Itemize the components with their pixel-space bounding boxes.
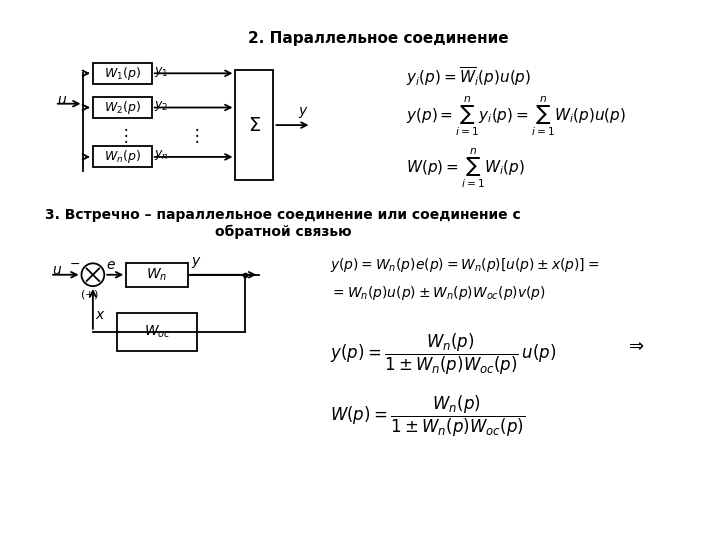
Text: $x$: $x$ xyxy=(95,308,105,322)
Bar xyxy=(235,70,274,180)
Text: $W_{oc}$: $W_{oc}$ xyxy=(143,323,171,340)
Text: $W_2(p)$: $W_2(p)$ xyxy=(104,99,141,116)
Text: $W(p) = \dfrac{W_n(p)}{1 \pm W_n(p)W_{oc}(p)}$: $W(p) = \dfrac{W_n(p)}{1 \pm W_n(p)W_{oc… xyxy=(330,394,526,438)
Text: $\vdots$: $\vdots$ xyxy=(188,126,199,145)
Text: $u$: $u$ xyxy=(57,92,67,106)
Text: $\vdots$: $\vdots$ xyxy=(117,126,128,145)
Text: $y(p) = \sum_{i=1}^{n} y_i(p) = \sum_{i=1}^{n} W_i(p)u(p)$: $y(p) = \sum_{i=1}^{n} y_i(p) = \sum_{i=… xyxy=(407,94,626,138)
Text: $u$: $u$ xyxy=(52,262,62,276)
Text: $y(p) = \dfrac{W_n(p)}{1 \pm W_n(p)W_{oc}(p)}\,u(p)$: $y(p) = \dfrac{W_n(p)}{1 \pm W_n(p)W_{oc… xyxy=(330,332,557,377)
Bar xyxy=(93,63,152,84)
Text: $y$: $y$ xyxy=(191,255,202,270)
Text: 2. Параллельное соединение: 2. Параллельное соединение xyxy=(248,31,508,45)
Text: $W_n(p)$: $W_n(p)$ xyxy=(104,148,141,165)
Bar xyxy=(126,263,188,287)
Bar xyxy=(117,313,197,351)
Text: $y_1$: $y_1$ xyxy=(153,65,168,79)
Text: $y_i(p) = \overline{W}_i(p)u(p)$: $y_i(p) = \overline{W}_i(p)u(p)$ xyxy=(407,66,531,89)
Text: $= W_n(p)u(p) \pm W_n(p)W_{oc}(p)v(p)$: $= W_n(p)u(p) \pm W_n(p)W_{oc}(p)v(p)$ xyxy=(330,284,546,302)
Text: $W(p) = \sum_{i=1}^{n} W_i(p)$: $W(p) = \sum_{i=1}^{n} W_i(p)$ xyxy=(407,146,526,190)
Text: $W_1(p)$: $W_1(p)$ xyxy=(104,65,141,82)
Text: $y(p) = W_n(p)e(p) = W_n(p)[u(p) \pm x(p)] =$: $y(p) = W_n(p)e(p) = W_n(p)[u(p) \pm x(p… xyxy=(330,256,600,274)
Bar xyxy=(93,146,152,167)
Bar xyxy=(93,97,152,118)
Text: $\Sigma$: $\Sigma$ xyxy=(248,116,261,134)
Text: $e$: $e$ xyxy=(106,258,116,272)
Text: $\Rightarrow$: $\Rightarrow$ xyxy=(625,336,644,355)
Text: $W_n$: $W_n$ xyxy=(146,267,167,283)
Text: 3. Встречно – параллельное соединение или соединение с
обратной связью: 3. Встречно – параллельное соединение ил… xyxy=(45,208,521,239)
Text: $y$: $y$ xyxy=(298,105,309,120)
Circle shape xyxy=(81,264,104,286)
Text: $(+)$: $(+)$ xyxy=(81,288,99,301)
Text: $y_n$: $y_n$ xyxy=(153,148,168,163)
Text: $-$: $-$ xyxy=(69,257,81,270)
Text: $y_2$: $y_2$ xyxy=(153,99,168,113)
